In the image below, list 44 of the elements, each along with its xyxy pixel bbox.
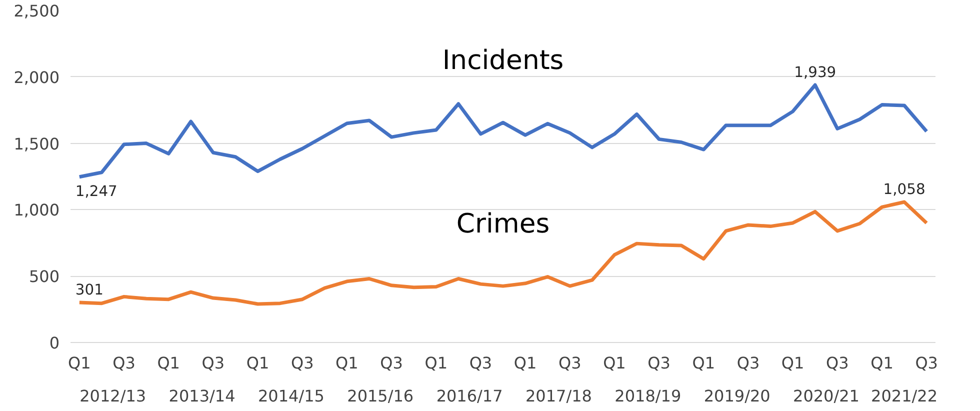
x-tick-label: Q1 bbox=[68, 354, 91, 372]
y-tick-label: 2,000 bbox=[14, 68, 60, 87]
data-label: 1,058 bbox=[883, 181, 926, 198]
data-label: 301 bbox=[75, 282, 104, 299]
x-tick-label: Q3 bbox=[826, 354, 849, 372]
line-series bbox=[78, 200, 928, 306]
x-tick-label: Q3 bbox=[112, 354, 136, 372]
y-tick-label: 2,500 bbox=[14, 2, 60, 20]
data-label: 1,939 bbox=[794, 64, 836, 81]
x-tick-label: Q1 bbox=[692, 354, 716, 372]
line-series bbox=[78, 83, 928, 179]
x-tick-label: Q3 bbox=[558, 354, 582, 372]
text: 2021/22 bbox=[871, 386, 938, 406]
x-tick-label: Q1 bbox=[603, 354, 626, 372]
x-tick-label: Q1 bbox=[514, 354, 537, 372]
series-label: Crimes bbox=[456, 208, 550, 240]
x-tick-label: Q3 bbox=[469, 354, 492, 372]
x-tick-label: Q3 bbox=[915, 354, 938, 372]
text: 2014/15 bbox=[258, 386, 324, 406]
x-tick-label: Q3 bbox=[380, 354, 403, 372]
text: 2016/17 bbox=[436, 386, 503, 406]
text: 2015/16 bbox=[347, 386, 414, 406]
x-tick-label: Q3 bbox=[648, 354, 670, 372]
x-tick-label: Q3 bbox=[290, 354, 314, 372]
text: 2020/21 bbox=[793, 386, 860, 406]
x-tick-label: Q1 bbox=[870, 354, 894, 372]
data-label: 1,247 bbox=[75, 182, 118, 200]
y-tick-label: 1,000 bbox=[14, 200, 60, 220]
text: 2013/14 bbox=[168, 386, 236, 406]
x-tick-label: Q1 bbox=[246, 354, 270, 372]
x-tick-label: Q3 bbox=[202, 354, 225, 372]
text: 2017/18 bbox=[526, 386, 592, 406]
x-tick-label: Q1 bbox=[336, 354, 358, 372]
text: 2018/19 bbox=[614, 386, 682, 406]
series-label: Incidents bbox=[442, 45, 564, 76]
text: 2019/20 bbox=[704, 386, 770, 406]
x-tick-label: Q1 bbox=[781, 354, 804, 372]
x-tick-label: Q1 bbox=[424, 354, 448, 372]
x-tick-label: Q3 bbox=[736, 354, 760, 372]
x-tick-label: Q1 bbox=[157, 354, 180, 372]
y-tick-label: 500 bbox=[28, 267, 60, 286]
y-tick-label: 1,500 bbox=[14, 134, 60, 154]
text: 2012/13 bbox=[80, 386, 146, 406]
y-tick-label: 0 bbox=[49, 334, 60, 352]
